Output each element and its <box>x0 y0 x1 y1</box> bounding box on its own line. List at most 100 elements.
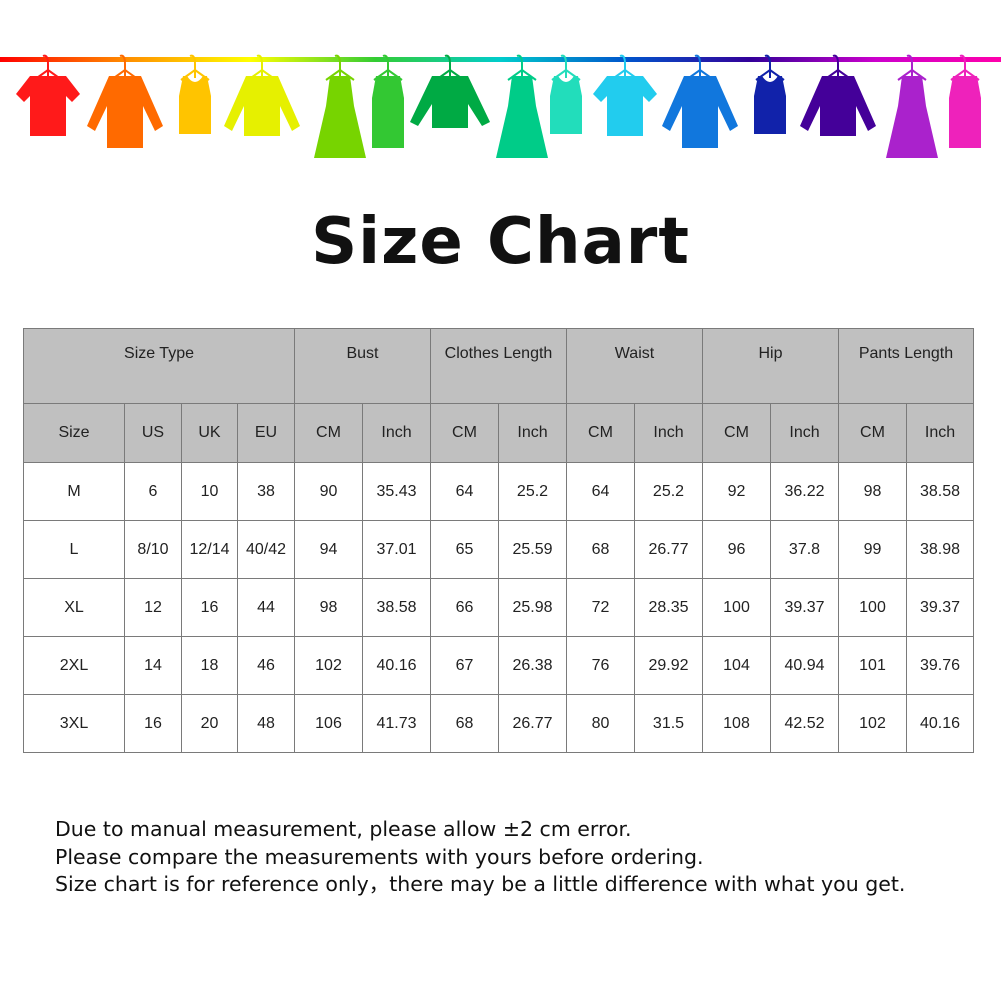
garment-tankdress-icon <box>372 54 404 148</box>
table-cell: 108 <box>702 694 771 753</box>
table-cell: 12/14 <box>181 520 238 579</box>
garment-shape <box>886 76 938 158</box>
garment-shape <box>410 76 490 128</box>
table-cell: 25.2 <box>634 462 703 521</box>
table-cell: 16 <box>181 578 238 637</box>
table-cell: 38.58 <box>362 578 431 637</box>
table-cell: 12 <box>124 578 182 637</box>
table-cell: 64 <box>430 462 499 521</box>
table-cell: 100 <box>838 578 907 637</box>
sub-header-cell: CM <box>702 403 771 463</box>
garment-shape <box>16 76 80 136</box>
table-cell: 106 <box>294 694 363 753</box>
garment-shape <box>87 76 163 148</box>
garment-shape <box>179 76 211 134</box>
table-cell: 37.8 <box>770 520 839 579</box>
garment-shape <box>593 76 657 136</box>
table-cell: 25.59 <box>498 520 567 579</box>
table-row: M 6 10 38 90 35.43 64 25.2 64 25.2 92 36.22 98 38.58 <box>23 462 974 521</box>
table-cell: 6 <box>124 462 182 521</box>
table-row: XL 12 16 44 98 38.58 66 25.98 72 28.35 100 39.37 100… <box>23 578 974 637</box>
garment-shape <box>662 76 738 148</box>
table-cell: 100 <box>702 578 771 637</box>
table-cell: 25.98 <box>498 578 567 637</box>
table-cell: 101 <box>838 636 907 695</box>
sub-header-cell: Inch <box>770 403 839 463</box>
sub-header-cell: CM <box>566 403 635 463</box>
table-cell: 68 <box>566 520 635 579</box>
table-cell: 102 <box>838 694 907 753</box>
sub-header-cell: CM <box>838 403 907 463</box>
garment-shape <box>224 76 300 136</box>
table-cell: 102 <box>294 636 363 695</box>
garment-tshirt-icon <box>593 54 657 136</box>
garment-shape <box>372 76 404 148</box>
table-cell: 72 <box>566 578 635 637</box>
table-cell: 98 <box>294 578 363 637</box>
sub-header-cell: Size <box>23 403 125 463</box>
table-cell: 40.16 <box>906 694 974 753</box>
note-line: Please compare the measurements with you… <box>55 844 704 869</box>
table-cell: 92 <box>702 462 771 521</box>
table-cell: 66 <box>430 578 499 637</box>
garment-shape <box>754 76 786 134</box>
table-cell: 94 <box>294 520 363 579</box>
garment-cardigan-icon <box>224 54 300 136</box>
table-cell: M <box>23 462 125 521</box>
table-cell: 18 <box>181 636 238 695</box>
table-cell: 16 <box>124 694 182 753</box>
table-cell: 80 <box>566 694 635 753</box>
sub-header-cell: Inch <box>362 403 431 463</box>
clothes-rod <box>0 57 1001 62</box>
table-cell: 29.92 <box>634 636 703 695</box>
size-chart-table: Size Type Bust Clothes Length Waist Hip … <box>23 328 974 753</box>
table-cell: 40.94 <box>770 636 839 695</box>
table-cell: 65 <box>430 520 499 579</box>
garment-shape <box>800 76 876 136</box>
table-cell: 99 <box>838 520 907 579</box>
sub-header-row: Size US UK EU CM Inch CM Inch CM Inch CM Inch CM Inch <box>23 403 974 463</box>
table-cell: 67 <box>430 636 499 695</box>
garment-shape <box>949 76 981 148</box>
sub-header-cell: UK <box>181 403 238 463</box>
garment-tshirt-icon <box>16 54 80 136</box>
garment-tankdress-icon <box>949 54 981 148</box>
garment-tank-icon <box>754 54 786 134</box>
table-cell: 46 <box>237 636 295 695</box>
garment-shape <box>314 76 366 158</box>
garment-shape <box>496 76 548 158</box>
table-cell: 90 <box>294 462 363 521</box>
table-cell: 104 <box>702 636 771 695</box>
table-cell: 26.77 <box>634 520 703 579</box>
garment-cardigan-icon <box>800 54 876 136</box>
table-cell: 20 <box>181 694 238 753</box>
table-cell: 40/42 <box>237 520 295 579</box>
table-cell: 38.58 <box>906 462 974 521</box>
table-cell: L <box>23 520 125 579</box>
table-cell: 37.01 <box>362 520 431 579</box>
table-cell: 68 <box>430 694 499 753</box>
table-cell: 28.35 <box>634 578 703 637</box>
header-bust: Bust <box>294 328 431 404</box>
table-cell: 8/10 <box>124 520 182 579</box>
table-cell: 26.38 <box>498 636 567 695</box>
table-cell: 36.22 <box>770 462 839 521</box>
garment-tank-icon <box>179 54 211 134</box>
sub-header-cell: CM <box>294 403 363 463</box>
table-row: 3XL 16 20 48 106 41.73 68 26.77 80 31.5 108 42.52 10… <box>23 694 974 753</box>
table-cell: 98 <box>838 462 907 521</box>
garment-shape <box>550 76 582 134</box>
notes: Due to manual measurement, please allow … <box>55 816 905 899</box>
sub-header-cell: Inch <box>906 403 974 463</box>
table-cell: 38 <box>237 462 295 521</box>
header-size-type: Size Type <box>23 328 295 404</box>
sub-header-cell: US <box>124 403 182 463</box>
table-cell: 48 <box>237 694 295 753</box>
header-pants-length: Pants Length <box>838 328 974 404</box>
table-row: L 8/10 12/14 40/42 94 37.01 65 25.59 68 26.77 96 37… <box>23 520 974 579</box>
garment-sweater-icon <box>410 54 490 128</box>
garment-dress-icon <box>314 54 366 158</box>
table-row: 2XL 14 18 46 102 40.16 67 26.38 76 29.92 104 40.94 1… <box>23 636 974 695</box>
sub-header-cell: Inch <box>634 403 703 463</box>
table-cell: 10 <box>181 462 238 521</box>
